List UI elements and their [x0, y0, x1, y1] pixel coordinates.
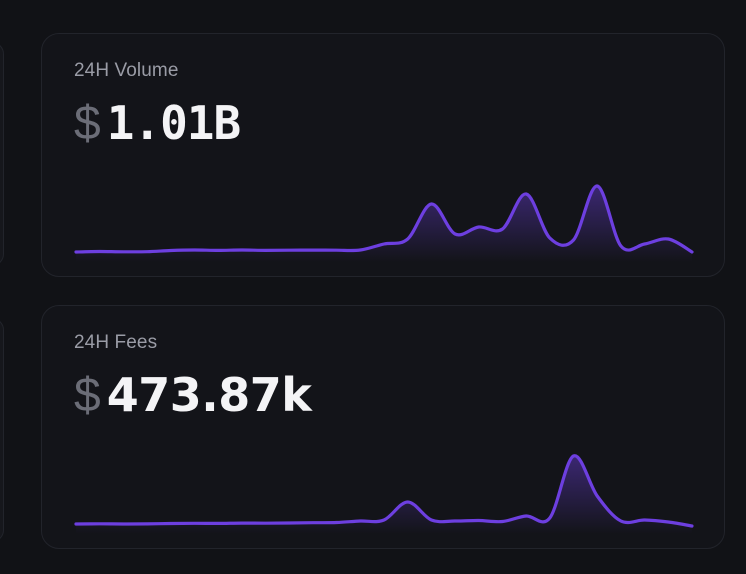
- volume-amount: 1.01B: [106, 96, 241, 150]
- volume-sparkline-line: [74, 184, 694, 254]
- fees-currency-symbol: $: [74, 369, 101, 422]
- volume-sparkline-area: [76, 185, 692, 262]
- fees-sparkline: [74, 454, 694, 534]
- volume-value: $ 1.01B: [74, 96, 241, 151]
- adjacent-card-edge-top: [0, 42, 4, 266]
- volume-currency-symbol: $: [74, 97, 101, 150]
- fees-title: 24H Fees: [74, 332, 158, 353]
- fees-amount: 473.87k: [106, 368, 312, 422]
- fees-sparkline-area: [76, 455, 692, 534]
- fees-sparkline-line: [74, 454, 694, 528]
- volume-title: 24H Volume: [74, 60, 179, 81]
- adjacent-card-edge-bottom: [0, 318, 4, 542]
- volume-sparkline: [74, 184, 694, 262]
- volume-card[interactable]: 24H Volume $ 1.01B: [41, 33, 725, 277]
- fees-card[interactable]: 24H Fees $ 473.87k: [41, 305, 725, 549]
- fees-value: $ 473.87k: [74, 368, 312, 423]
